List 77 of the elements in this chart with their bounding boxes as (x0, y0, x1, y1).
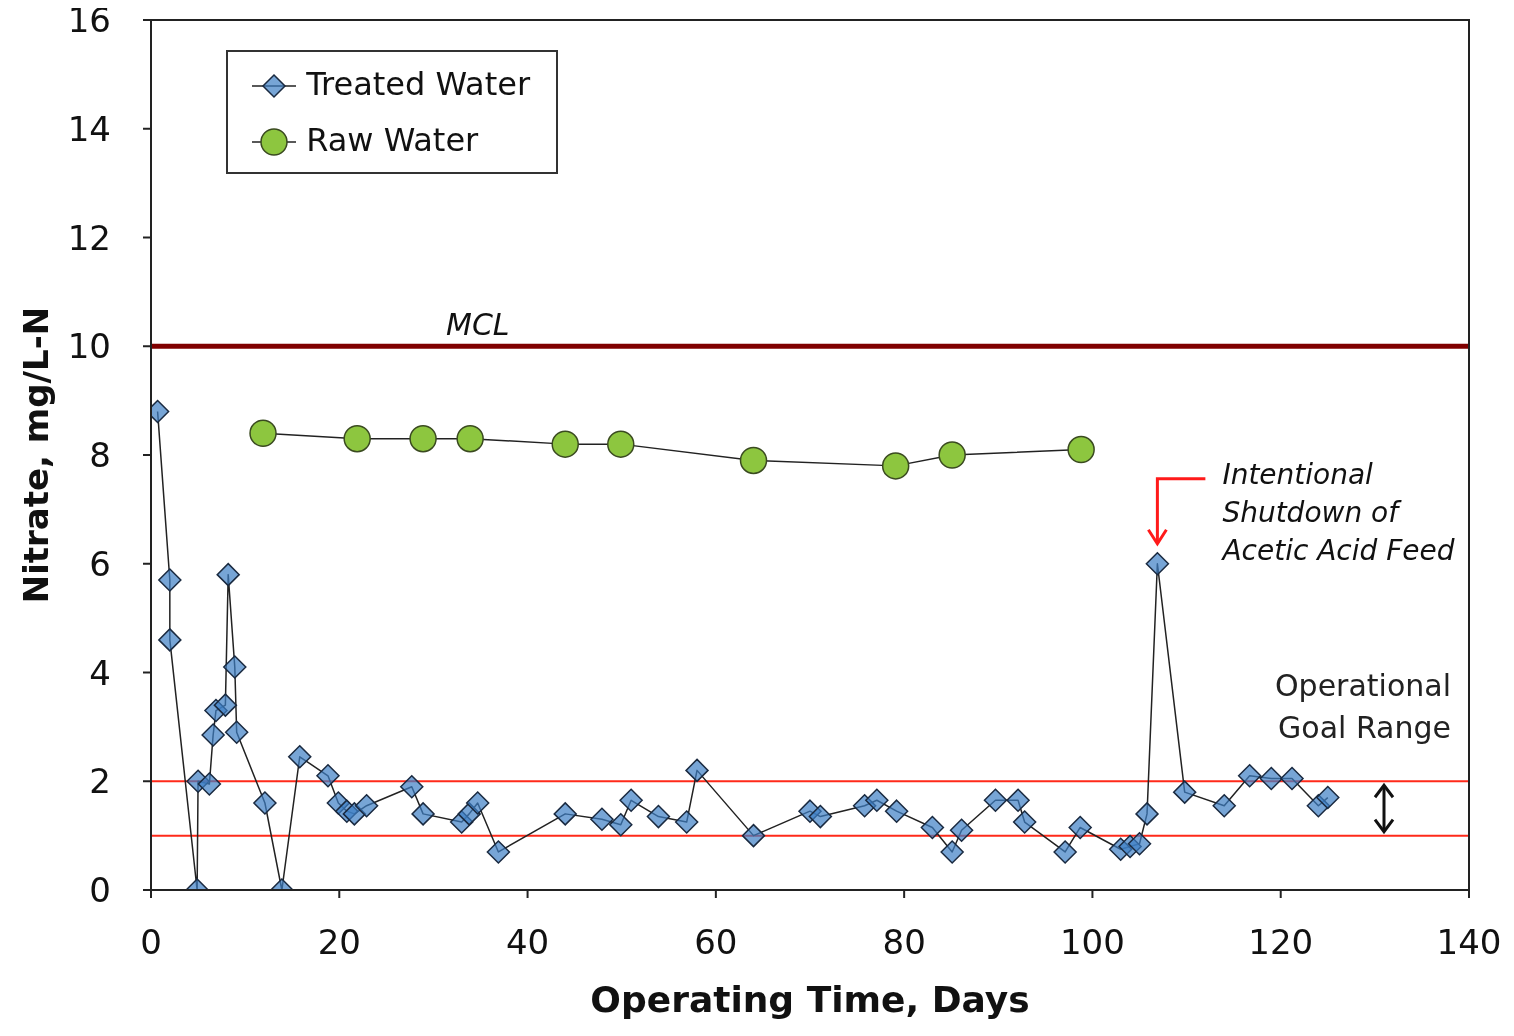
y-tick-label: 14 (67, 108, 111, 149)
ref-line-label: MCL (446, 306, 510, 342)
point (884, 799, 909, 823)
point (674, 810, 699, 834)
y-tick-label: 10 (67, 326, 111, 367)
point (354, 793, 379, 818)
point (158, 568, 182, 592)
point (619, 788, 643, 813)
point (551, 430, 579, 458)
y-tick-label: 0 (89, 870, 111, 911)
y-axis-title: Nitrate, mg/L-N (16, 306, 57, 604)
point (1259, 766, 1284, 791)
legend-label: Treated Water (305, 64, 531, 105)
point (253, 791, 277, 815)
point (456, 424, 484, 453)
point (216, 562, 240, 587)
point (1067, 435, 1095, 464)
point (223, 655, 247, 679)
point (316, 764, 340, 788)
point (607, 430, 635, 458)
y-tick-label: 4 (89, 652, 111, 693)
point (1012, 810, 1037, 834)
point (249, 419, 277, 447)
y-tick-label: 6 (89, 543, 111, 584)
point (1280, 766, 1304, 791)
point (409, 424, 437, 453)
point (288, 745, 312, 769)
point (1006, 788, 1030, 813)
point (201, 723, 225, 747)
point (1068, 815, 1092, 840)
point (213, 693, 238, 717)
point (1127, 832, 1152, 856)
point (741, 823, 766, 848)
annotation: Intentional Shutdown of Acetic Acid Feed (1220, 457, 1455, 567)
point (465, 791, 490, 815)
point (400, 774, 424, 799)
point (983, 788, 1008, 813)
point (1237, 764, 1262, 788)
point (158, 628, 182, 652)
point (197, 772, 222, 796)
point (1212, 793, 1236, 818)
point (411, 802, 435, 826)
y-tick-label: 2 (89, 761, 111, 802)
point (1145, 552, 1170, 576)
x-tick-label: 0 (140, 922, 162, 963)
annotation: Operational Goal Range (1274, 668, 1451, 746)
point (1053, 840, 1077, 864)
x-axis-title: Operating Time, Days (590, 979, 1030, 1020)
x-tick-label: 100 (1059, 922, 1125, 963)
x-tick-label: 80 (882, 922, 926, 963)
point (940, 840, 964, 864)
point (343, 424, 371, 453)
point (1316, 785, 1340, 810)
point (609, 813, 633, 837)
x-tick-label: 20 (317, 922, 361, 963)
point (865, 788, 889, 813)
point (685, 758, 709, 783)
point (224, 720, 249, 745)
point (881, 452, 910, 480)
point (590, 807, 614, 832)
y-tick-label: 12 (67, 217, 111, 258)
point (920, 815, 945, 840)
point (938, 441, 966, 469)
point (808, 804, 833, 829)
x-tick-label: 140 (1436, 922, 1502, 963)
point (486, 840, 511, 864)
x-tick-label: 60 (694, 922, 738, 963)
point (949, 818, 974, 842)
legend-label: Raw Water (305, 120, 480, 161)
x-tick-label: 40 (505, 922, 550, 963)
point (646, 804, 671, 829)
point (553, 802, 577, 826)
x-tick-label: 120 (1248, 922, 1314, 963)
point (739, 446, 768, 475)
point (1135, 802, 1159, 826)
y-tick-label: 8 (89, 435, 111, 476)
point (1172, 780, 1197, 804)
